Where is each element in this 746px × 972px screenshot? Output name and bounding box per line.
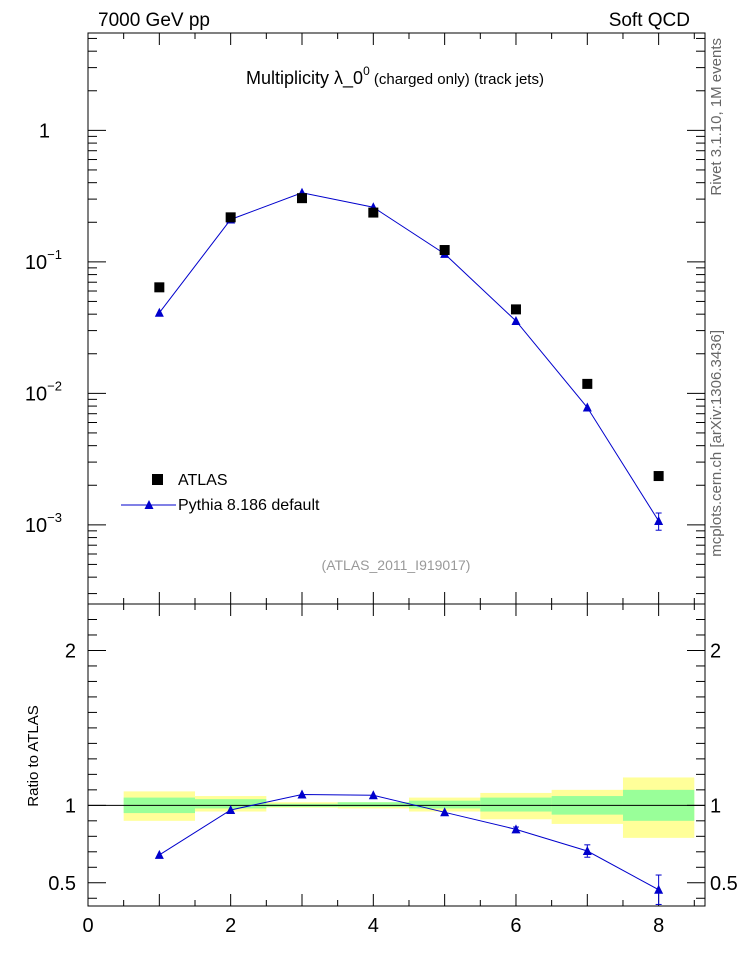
header-left: 7000 GeV pp [98, 10, 210, 31]
ratio-xtick-label: 8 [653, 915, 664, 937]
ratio-xtick-label: 0 [82, 915, 93, 937]
ratio-xtick-label: 6 [510, 915, 521, 937]
ratio-ytick-label-right: 1 [710, 795, 721, 817]
main-ytick-label: 10−1 [25, 247, 62, 274]
ratio-ytick-label-left: 2 [65, 640, 76, 662]
legend: ATLAS Pythia 8.186 default [121, 472, 320, 514]
rivet-label: Rivet 3.1.10, 1M events [708, 38, 725, 196]
ratio-ytick-label-left: 1 [65, 795, 76, 817]
analysis-tag: (ATLAS_2011_I919017) [322, 557, 471, 573]
legend-atlas-label: ATLAS [178, 472, 228, 489]
legend-pythia-label: Pythia 8.186 default [178, 497, 320, 514]
ratio-pythia-point [440, 807, 450, 817]
ratio-pythia-point [582, 846, 592, 856]
atlas-point [225, 212, 236, 223]
atlas-point [510, 304, 521, 315]
atlas-point [296, 193, 307, 204]
atlas-point [582, 378, 593, 389]
ratio-series [154, 789, 664, 905]
plot-title: Multiplicity λ_00 (charged only) (track … [246, 64, 544, 89]
atlas-point [368, 207, 379, 218]
main-series [154, 187, 664, 531]
ratio-pythia-line [159, 793, 659, 891]
ratio-band-inner [480, 797, 552, 812]
pythia-point [511, 315, 521, 325]
ratio-frame [87, 603, 706, 907]
ratio-xtick-label: 4 [368, 915, 379, 937]
ratio-band-inner [337, 802, 409, 807]
ratio-axis-ticks: 0.5 0.5 1 1 2 2 0 2 4 6 8 [48, 604, 738, 937]
main-ytick-label: 10−2 [25, 378, 62, 405]
header-right: Soft QCD [609, 10, 690, 31]
ratio-ylabel: Ratio to ATLAS [25, 705, 42, 806]
ratio-ytick-label-right: 0.5 [710, 873, 738, 895]
ratio-pythia-point [654, 884, 664, 894]
main-ytick-label: 1 [39, 120, 50, 142]
ratio-bands [88, 777, 705, 838]
atlas-point [653, 471, 664, 482]
ratio-pythia-point [226, 804, 236, 814]
mcplots-label: mcplots.cern.ch [arXiv:1306.3436] [708, 330, 725, 557]
ratio-xtick-label: 2 [225, 915, 236, 937]
legend-pythia-marker [144, 500, 154, 509]
main-axis-ticks: 1 10−1 10−2 10−3 [25, 33, 705, 604]
ratio-pythia-point [154, 849, 164, 859]
main-ytick-label: 10−3 [25, 510, 62, 537]
main-frame [87, 32, 706, 605]
ratio-ytick-label-left: 0.5 [48, 873, 76, 895]
ratio-band-inner [194, 799, 267, 809]
ratio-ytick-label-right: 2 [710, 640, 721, 662]
legend-atlas-marker [152, 474, 163, 485]
pythia-point [582, 402, 592, 412]
ratio-pythia-point [297, 789, 307, 799]
pythia-point [154, 307, 164, 317]
atlas-point [439, 245, 450, 256]
pythia-line [158, 192, 660, 522]
ratio-pythia-point [368, 790, 378, 800]
atlas-point [154, 282, 165, 293]
ratio-pythia-point [511, 824, 521, 834]
pythia-point [654, 515, 664, 525]
ratio-band-inner [408, 800, 481, 809]
